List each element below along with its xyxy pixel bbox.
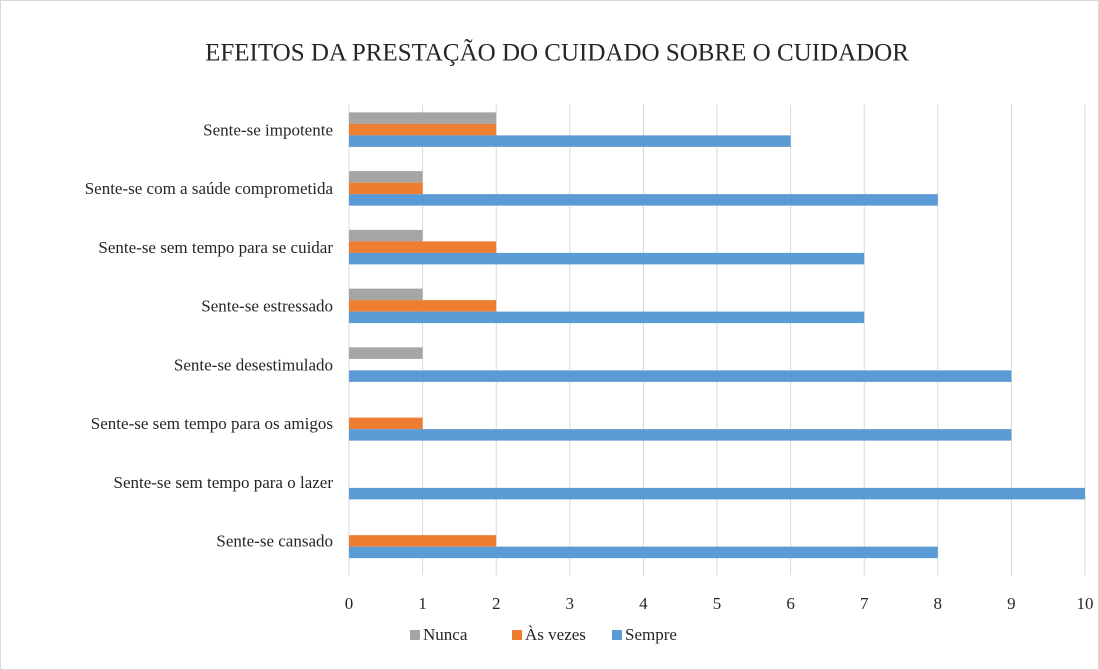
bar bbox=[349, 311, 865, 324]
bar bbox=[349, 417, 423, 430]
x-tick-label: 2 bbox=[492, 594, 501, 613]
legend-swatch bbox=[612, 630, 622, 640]
y-tick-label: Sente-se sem tempo para se cuidar bbox=[98, 238, 333, 257]
bar bbox=[349, 229, 423, 242]
bar bbox=[349, 241, 497, 253]
x-tick-label: 3 bbox=[566, 594, 575, 613]
y-tick-label: Sente-se com a saúde comprometida bbox=[85, 179, 334, 198]
legend-label: Sempre bbox=[625, 625, 677, 644]
x-tick-label: 5 bbox=[713, 594, 722, 613]
y-tick-label: Sente-se estressado bbox=[201, 297, 333, 316]
y-tick-label: Sente-se cansado bbox=[216, 532, 333, 551]
bar bbox=[349, 429, 1012, 441]
bar bbox=[349, 347, 423, 359]
legend-swatch bbox=[512, 630, 522, 640]
y-tick-label: Sente-se impotente bbox=[203, 120, 333, 139]
bar bbox=[349, 171, 423, 183]
x-tick-label: 4 bbox=[639, 594, 648, 613]
y-tick-label: Sente-se sem tempo para o lazer bbox=[114, 473, 334, 492]
x-tick-label: 1 bbox=[418, 594, 427, 613]
legend-swatch bbox=[410, 630, 420, 640]
bar bbox=[349, 135, 791, 147]
bar bbox=[349, 300, 497, 312]
bar bbox=[349, 252, 865, 265]
bar bbox=[349, 487, 1085, 500]
bar bbox=[349, 194, 938, 206]
bar bbox=[349, 546, 938, 559]
x-tick-label: 8 bbox=[934, 594, 943, 613]
chart-title: EFEITOS DA PRESTAÇÃO DO CUIDADO SOBRE O … bbox=[205, 39, 909, 67]
legend-label: Às vezes bbox=[525, 625, 586, 644]
x-tick-label: 9 bbox=[1007, 594, 1016, 613]
x-tick-label: 6 bbox=[786, 594, 795, 613]
y-tick-label: Sente-se sem tempo para os amigos bbox=[91, 414, 333, 433]
y-tick-label: Sente-se desestimulado bbox=[174, 355, 333, 374]
bar bbox=[349, 123, 497, 136]
x-tick-label: 7 bbox=[860, 594, 869, 613]
bar bbox=[349, 182, 423, 195]
bar bbox=[349, 288, 423, 301]
legend-label: Nunca bbox=[423, 625, 468, 644]
bar bbox=[349, 370, 1012, 382]
bar bbox=[349, 535, 497, 547]
bar bbox=[349, 112, 497, 124]
x-tick-label: 10 bbox=[1077, 594, 1094, 613]
x-tick-label: 0 bbox=[345, 594, 354, 613]
